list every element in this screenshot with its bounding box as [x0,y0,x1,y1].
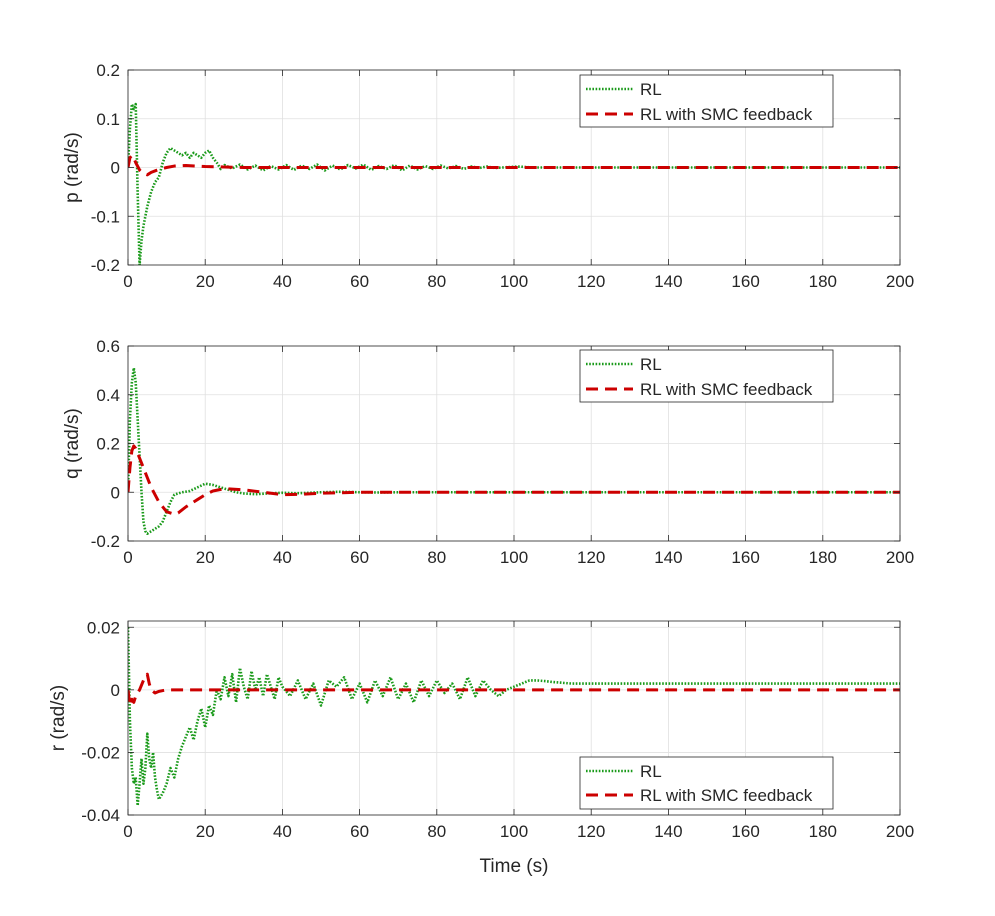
y-tick-label-p-1: -0.1 [91,207,120,226]
legend-label-smc-r: RL with SMC feedback [640,786,813,805]
x-tick-label-p-0: 0 [123,272,132,291]
x-tick-label-p-4: 80 [427,272,446,291]
y-tick-label-q-3: 0.4 [96,386,120,405]
x-tick-label-p-9: 180 [809,272,837,291]
x-tick-label-q-7: 140 [654,548,682,567]
x-tick-label-q-1: 20 [196,548,215,567]
y-axis-label-p: p (rad/s) [62,132,83,203]
x-tick-label-r-2: 40 [273,822,292,841]
ticks-q: 0 20 40 60 80 100 120 140 160 180 200-0.200.20.40.… [91,337,914,567]
y-tick-label-r-1: -0.02 [81,743,120,762]
x-tick-label-p-3: 60 [350,272,369,291]
x-tick-label-r-4: 80 [427,822,446,841]
y-tick-label-q-1: 0 [111,483,120,502]
x-tick-label-q-6: 120 [577,548,605,567]
x-tick-label-r-5: 100 [500,822,528,841]
x-tick-label-r-3: 60 [350,822,369,841]
panel-r: 0 20 40 60 80 100 120 140 160 180 200 -0.04 -0.02 0 0.… [48,618,914,877]
y-tick-label-p-0: -0.2 [91,256,120,275]
x-tick-label-p-6: 120 [577,272,605,291]
series-rl-r [128,627,900,807]
x-tick-label-q-0: 0 [123,548,132,567]
y-tick-label-r-2: 0 [111,681,120,700]
x-tick-label-q-9: 180 [809,548,837,567]
y-tick-label-q-2: 0.2 [96,435,120,454]
y-tick-label-p-2: 0 [111,159,120,178]
panel-q: 0 20 40 60 80 100 120 140 160 180 200-0.200.20.40.… [62,337,914,567]
x-tick-label-r-7: 140 [654,822,682,841]
legend-box-q [579,349,834,403]
x-tick-label-q-2: 40 [273,548,292,567]
x-tick-label-q-8: 160 [731,548,759,567]
panel-p: 0 20 40 60 80 100 120 140 160 180 200 -0.2 -0.1 0 0.1 0… [62,61,914,291]
legend-label-rl-q: RL [640,355,662,374]
x-tick-label-q-5: 100 [500,548,528,567]
legend-label-smc-q: RL with SMC feedback [640,380,813,399]
x-tick-label-r-6: 120 [577,822,605,841]
y-tick-label-r-3: 0.02 [87,618,120,637]
legend-box-r [579,756,834,810]
x-tick-label-p-10: 200 [886,272,914,291]
y-axis-label-q: q (rad/s) [62,408,83,479]
legend-q: RL RL with SMC feedback [579,349,834,403]
legend-label-rl-r: RL [640,762,662,781]
x-axis-label: Time (s) [480,856,549,877]
legend-label-rl-p: RL [640,80,662,99]
x-tick-label-q-4: 80 [427,548,446,567]
series-p [128,102,900,265]
legend-box-p [579,74,834,128]
series-r [128,627,900,807]
x-tick-label-p-5: 100 [500,272,528,291]
x-tick-label-p-2: 40 [273,272,292,291]
legend-label-smc-p: RL with SMC feedback [640,105,813,124]
ticks-r: 0 20 40 60 80 100 120 140 160 180 200 -0.04 -0.02 0 0.… [81,618,914,841]
x-tick-label-p-7: 140 [654,272,682,291]
y-tick-label-q-4: 0.6 [96,337,120,356]
series-rl-q [128,366,900,535]
y-tick-label-p-3: 0.1 [96,110,120,129]
series-smc-p [128,153,900,177]
y-tick-label-q-0: -0.2 [91,532,120,551]
series-smc-q [128,444,900,516]
x-tick-label-r-8: 160 [731,822,759,841]
y-axis-label-r: r (rad/s) [48,685,69,752]
y-tick-label-p-4: 0.2 [96,61,120,80]
x-tick-label-r-10: 200 [886,822,914,841]
x-tick-label-r-0: 0 [123,822,132,841]
x-tick-label-q-10: 200 [886,548,914,567]
series-smc-r [128,672,900,707]
series-q [128,366,900,535]
ticks-p: 0 20 40 60 80 100 120 140 160 180 200 -0.2 -0.1 0 0.1 0… [91,61,914,291]
x-tick-label-p-1: 20 [196,272,215,291]
x-tick-label-r-1: 20 [196,822,215,841]
x-tick-label-q-3: 60 [350,548,369,567]
x-tick-label-r-9: 180 [809,822,837,841]
legend-p: RL RL with SMC feedback [579,74,834,128]
x-tick-label-p-8: 160 [731,272,759,291]
y-tick-label-r-0: -0.04 [81,806,120,825]
legend-r: RL RL with SMC feedback [579,756,834,810]
